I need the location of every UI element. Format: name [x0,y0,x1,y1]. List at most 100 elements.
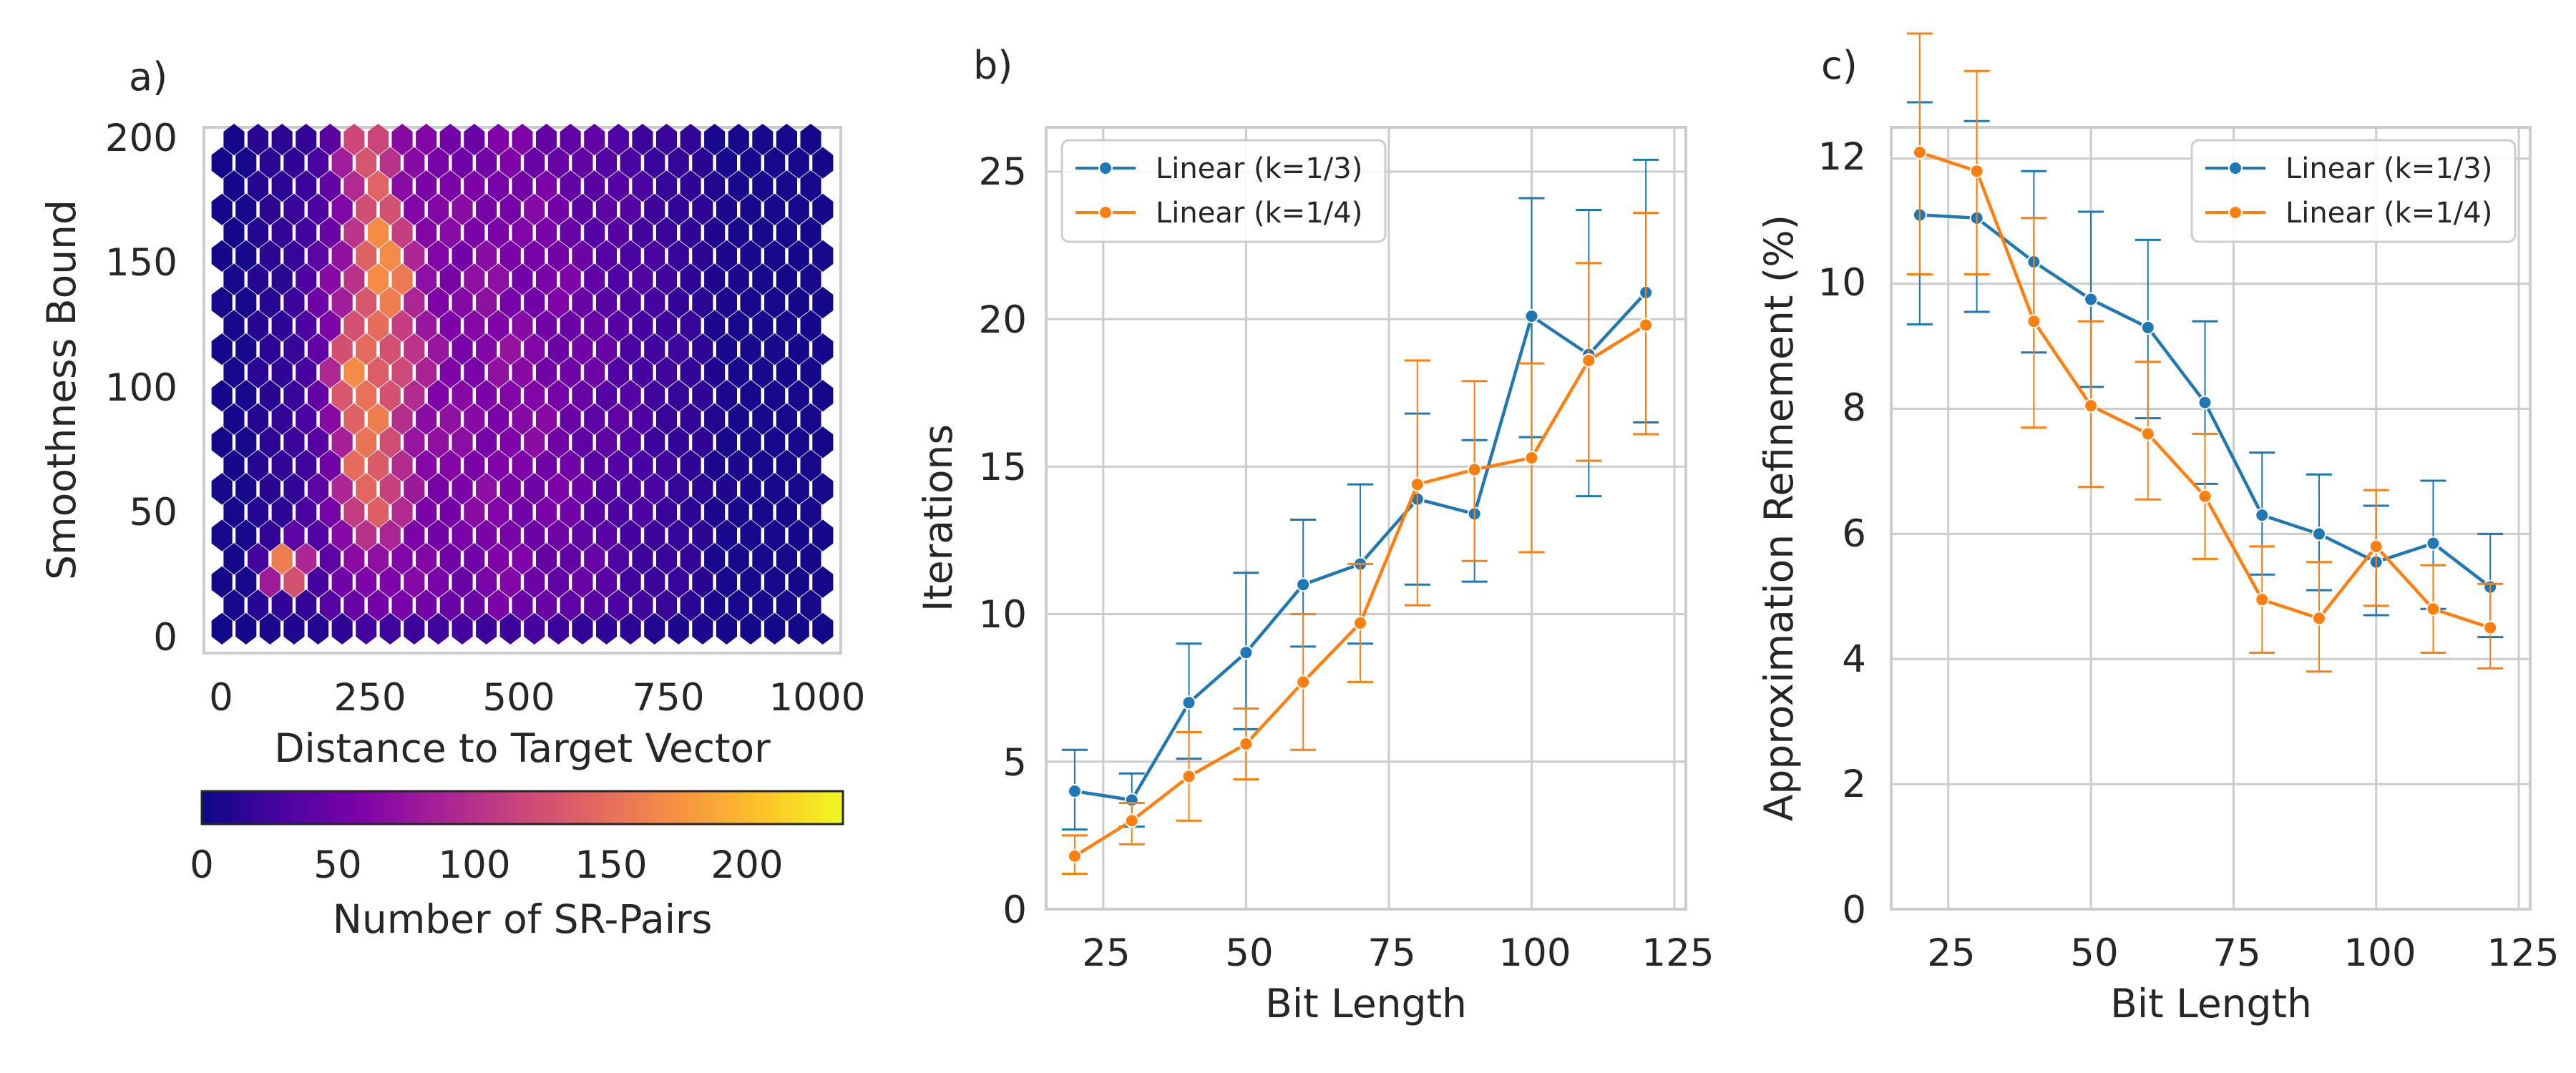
hexbin-cell [572,333,593,366]
hexbin-cell [416,589,437,622]
hexbin-cell [668,147,689,179]
hexbin-cell [632,124,653,156]
hexbin-cell [235,612,257,645]
x-tick-label: 50 [1225,931,1273,975]
hexbin-cell [656,310,678,342]
colorbar-title: Number of SR-Pairs [333,896,713,942]
hexbin-cell [427,333,449,366]
hexbin-cell [223,263,245,295]
hexbin-cell [427,612,449,645]
hexbin-cell [427,147,449,179]
x-tick-label: 100 [1498,931,1571,975]
hexbin-cell [211,612,233,645]
hexbin-cell [788,193,809,225]
hexbin-cell [644,473,665,505]
hexbin-cell [692,147,713,179]
data-point [1581,353,1596,368]
hexbin-cell [524,519,545,552]
hexbin-cell [416,263,437,295]
hexbin-cell [788,566,809,598]
hexbin-cell [680,543,701,575]
hexbin-cell [331,566,353,598]
y-tick-label: 100 [105,366,177,410]
hexbin-cell [632,356,653,388]
x-tick-label: 50 [2070,931,2118,975]
hexbin-cell [620,193,641,225]
hexbin-cell [728,124,749,156]
hexbin-cell [596,380,618,412]
hexbin-cell [416,310,437,342]
colorbar-tick-label: 200 [711,843,783,887]
hexbin-cell [259,426,280,459]
hexbin-cell [632,263,653,295]
hexbin-cell [752,589,774,622]
hexbin-cell [211,240,233,272]
hexbin-cell [367,310,389,342]
panel-c-plot-frame [1891,127,2530,909]
hexbin-cell [740,193,761,225]
hexbin-cell [235,240,257,272]
hexbin-cell [379,426,401,459]
hexbin-cell [740,286,761,319]
hexbin-cell [716,473,737,505]
hexbin-cell [331,240,353,272]
hexbin-cell [319,217,341,249]
data-point [1067,848,1082,863]
hexbin-cell [680,124,701,156]
hexbin-cell [343,449,365,481]
hexbin-cell [776,496,797,529]
hexbin-cell [452,519,473,552]
hexbin-cell [728,310,749,342]
hexbin-cell [788,147,809,179]
hexbin-cell [308,380,329,412]
hexbin-cell [620,566,641,598]
hexbin-cell [259,193,280,225]
panel-c: c) 0 2 4 6 8 10 12 25 50 75 100 125 Bit … [1756,32,2560,1027]
y-tick-label: 50 [130,491,177,534]
hexbin-cell [547,193,569,225]
hexbin-cell [716,612,737,645]
hexbin-cell [788,333,809,366]
hexbin-cell [680,310,701,342]
hexbin-cell [572,286,593,319]
series-2 [1061,212,1659,876]
hexbin-cell [776,356,797,388]
data-point [1467,462,1482,477]
hexbin-cell [728,356,749,388]
hexbin-cell [211,519,233,552]
hexbin-cell [644,147,665,179]
hexbin-cell [680,496,701,529]
hexbin-cell [728,589,749,622]
hexbin-cell [572,380,593,412]
hexbin-cell [620,147,641,179]
hexbin-cell [356,333,377,366]
hexbin-cell [524,566,545,598]
hexbin-cell [788,473,809,505]
hexbin-cell [536,403,557,435]
hexbin-cell [331,519,353,552]
hexbin-cell [764,519,786,552]
hexbin-cell [379,473,401,505]
hexbin-cell [211,566,233,598]
hexbin-cell [499,426,521,459]
hexbin-cell [464,403,485,435]
hexbin-cell [211,473,233,505]
data-point [2311,526,2326,542]
hexbin-cell [800,356,821,388]
x-tick-label: 25 [1927,931,1975,975]
panel-b-x-ticks: 25 50 75 100 125 [1082,931,1714,975]
hexbin-cell [608,496,629,529]
hexbin-cell [379,193,401,225]
hexbin-cell [379,612,401,645]
hexbin-cell [547,286,569,319]
data-point [1296,577,1311,592]
hexbin-cell [476,147,497,179]
hexbin-cell [391,170,413,202]
hexbin-cell [716,240,737,272]
hexbin-cell [283,519,305,552]
hexbin-cell [308,426,329,459]
panel-c-border [1890,126,2532,911]
hexbin-cell [452,612,473,645]
hexbin-cell [427,426,449,459]
hexbin-cell [331,612,353,645]
